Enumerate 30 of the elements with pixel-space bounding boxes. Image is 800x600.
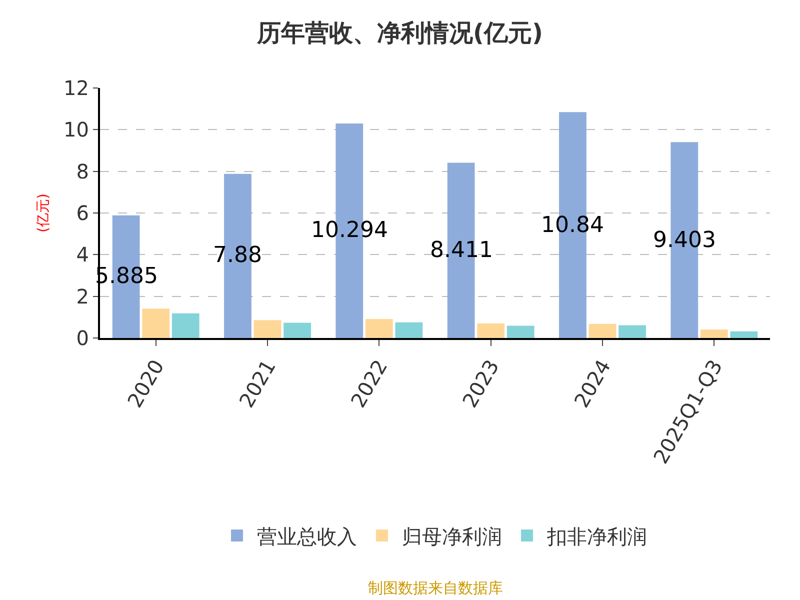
bar [365,319,393,338]
y-tick-label: 0 [76,326,89,350]
y-tick-label: 8 [76,159,89,184]
y-tick-label: 12 [64,76,89,100]
y-tick-label: 2 [76,284,89,308]
bar [730,331,758,338]
bar [506,326,534,338]
legend-label: 归母净利润 [402,524,502,548]
data-label: 10.84 [541,213,604,238]
bar [588,324,616,338]
bar [254,320,282,338]
bar [284,322,311,338]
bar [142,308,170,338]
y-tick-label: 10 [64,118,89,142]
legend-label: 营业总收入 [257,524,357,548]
data-label: 8.411 [430,238,493,263]
data-label: 7.88 [213,243,262,268]
bar [477,323,505,338]
data-label: 10.294 [311,218,388,243]
bar [700,329,728,338]
bar [395,322,423,338]
legend-label: 扣非净利润 [546,524,647,548]
text: 制图数据来自数据库 [368,579,503,597]
bar [618,325,646,338]
y-tick-label: 6 [76,201,89,225]
chart-title: 历年营收、净利情况(亿元) [256,18,543,47]
bar [172,313,200,338]
y-tick-label: 4 [76,242,89,267]
y-axis-title: (亿元) [36,194,52,232]
data-label: 9.403 [653,228,716,253]
